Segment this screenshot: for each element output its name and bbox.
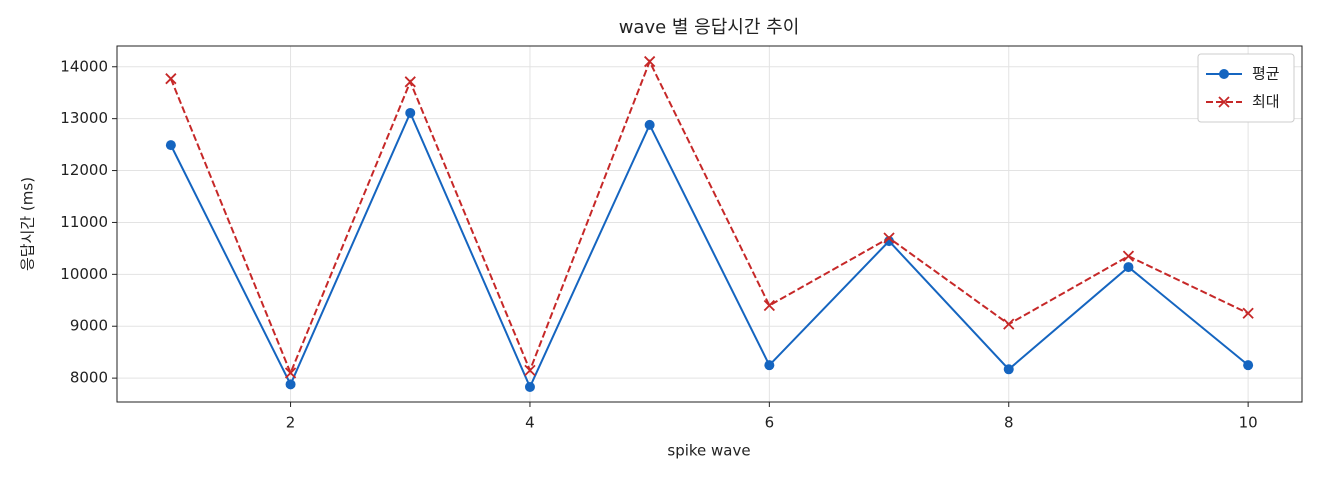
marker [285, 379, 296, 390]
y-tick-label: 14000 [60, 57, 108, 75]
y-tick-label: 13000 [60, 109, 108, 127]
marker [1219, 69, 1229, 79]
y-tick-label: 12000 [60, 161, 108, 179]
marker [524, 381, 535, 392]
x-tick-label: 2 [286, 414, 296, 432]
x-axis-label: spike wave [667, 442, 750, 460]
marker [404, 76, 416, 88]
marker [405, 107, 416, 118]
series-line [169, 59, 1249, 376]
marker [524, 364, 536, 376]
x-tick-label: 6 [765, 414, 775, 432]
y-tick-label: 9000 [70, 317, 108, 335]
marker [644, 55, 656, 68]
chart-title: wave 별 응답시간 추이 [619, 17, 800, 38]
plot-frame [116, 45, 1303, 403]
y-axis-label: 응답시간 (ms) [19, 177, 37, 271]
x-tick-label: 10 [1239, 414, 1258, 432]
legend-label: 최대 [1252, 93, 1280, 111]
marker [1243, 360, 1254, 371]
marker [1123, 262, 1134, 273]
marker [883, 232, 895, 244]
marker [1003, 364, 1014, 375]
y-tick-label: 8000 [70, 369, 108, 387]
marker [165, 73, 177, 85]
marker [1218, 96, 1230, 108]
marker [165, 140, 176, 151]
marker [1122, 250, 1135, 262]
x-tick-label: 8 [1004, 414, 1014, 432]
legend-label: 평균 [1252, 65, 1280, 83]
y-tick-label: 10000 [60, 265, 108, 283]
marker [763, 299, 775, 312]
marker [644, 119, 655, 130]
marker [1003, 318, 1015, 330]
series-line [169, 110, 1249, 390]
marker [764, 360, 775, 371]
y-tick-label: 11000 [60, 213, 108, 231]
marker [284, 367, 297, 379]
x-tick-label: 4 [525, 414, 535, 432]
marker [1242, 307, 1254, 319]
